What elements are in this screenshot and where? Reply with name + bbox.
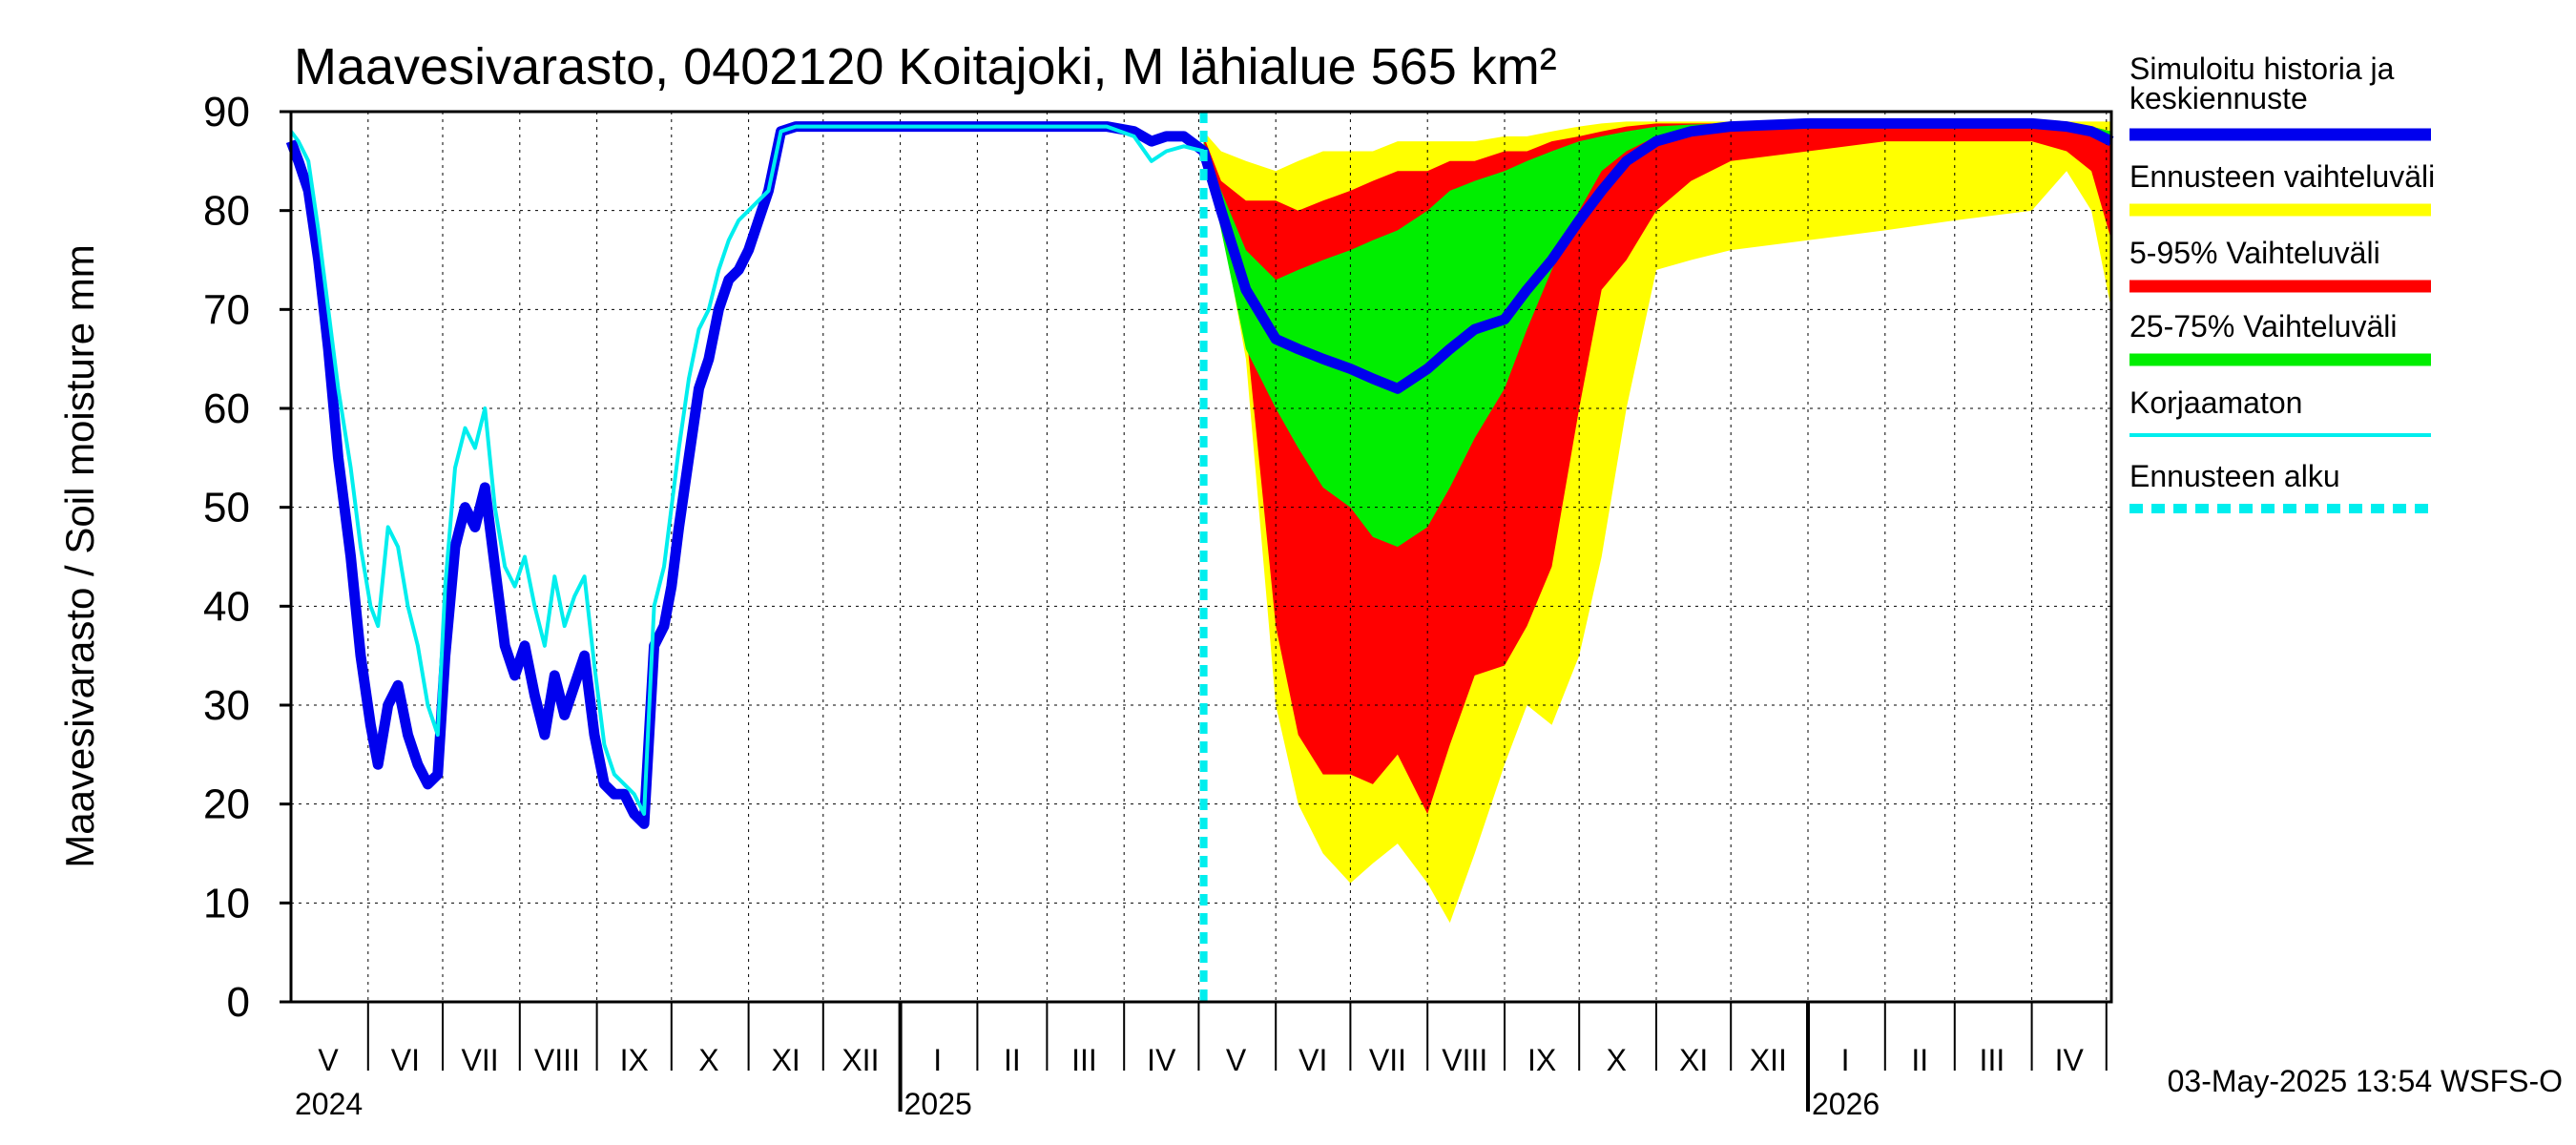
year-label: 2024 xyxy=(295,1087,363,1121)
month-label: VI xyxy=(1298,1043,1327,1077)
y-tick-label: 60 xyxy=(203,385,250,432)
month-label: III xyxy=(1071,1043,1097,1077)
month-label: III xyxy=(1980,1043,2005,1077)
month-label: XI xyxy=(1679,1043,1708,1077)
month-label: IV xyxy=(2055,1043,2085,1077)
month-label: VII xyxy=(462,1043,499,1077)
series-line-1 xyxy=(285,117,2114,829)
x-axis: V VI VII VIII IX X XI XII I II III IV V VI VII VIII IX X X… xyxy=(295,1002,2108,1121)
chart-title: Maavesivarasto, 0402120 Koitajoki, M läh… xyxy=(294,38,1557,95)
month-label: V xyxy=(318,1043,339,1077)
y-tick-label: 70 xyxy=(203,286,250,333)
legend-label: 25-75% Vaihteluväli xyxy=(2129,309,2397,344)
month-label: X xyxy=(1607,1043,1627,1077)
month-label: VII xyxy=(1369,1043,1406,1077)
data-lines xyxy=(285,112,2114,1002)
y-tick-label: 40 xyxy=(203,583,250,630)
timestamp-label: 03-May-2025 13:54 WSFS-O xyxy=(2168,1064,2563,1098)
month-label: XII xyxy=(841,1043,879,1077)
y-axis-label: Maavesivarasto / Soil moisture mm xyxy=(57,244,102,868)
y-axis: 0 10 20 30 40 50 60 70 80 90 xyxy=(203,89,291,1026)
y-tick-label: 20 xyxy=(203,781,250,828)
month-label: VIII xyxy=(534,1043,580,1077)
month-label: X xyxy=(698,1043,718,1077)
series-line-2 xyxy=(289,124,1205,816)
year-label: 2025 xyxy=(904,1087,972,1121)
month-label: II xyxy=(1004,1043,1021,1077)
month-label: IV xyxy=(1147,1043,1176,1077)
y-tick-label: 10 xyxy=(203,880,250,926)
month-label: V xyxy=(1226,1043,1247,1077)
month-label: I xyxy=(1841,1043,1850,1077)
month-label: VIII xyxy=(1442,1043,1487,1077)
year-label: 2026 xyxy=(1812,1087,1880,1121)
y-tick-label: 30 xyxy=(203,682,250,729)
month-label: VI xyxy=(391,1043,420,1077)
y-tick-label: 90 xyxy=(203,89,250,135)
legend-label: Ennusteen alku xyxy=(2129,459,2340,493)
y-tick-label: 50 xyxy=(203,485,250,531)
forecast-bands xyxy=(1203,121,2111,924)
plot-area xyxy=(285,110,2114,1004)
y-tick-label: 0 xyxy=(227,979,250,1026)
plot-frame xyxy=(289,110,2113,1004)
band-3 xyxy=(1203,123,2111,548)
legend-label: 5-95% Vaihteluväli xyxy=(2129,236,2380,270)
legend: Simuloitu historia ja keskiennuste Ennuste… xyxy=(2129,52,2435,513)
y-tick-label: 80 xyxy=(203,188,250,235)
legend-label: Korjaamaton xyxy=(2129,385,2302,420)
month-label: I xyxy=(933,1043,942,1077)
legend-label: Ennusteen vaihteluväli xyxy=(2129,159,2435,194)
month-label: II xyxy=(1911,1043,1928,1077)
month-label: XII xyxy=(1750,1043,1787,1077)
legend-label: Simuloitu historia ja keskiennuste xyxy=(2129,52,2395,115)
month-label: IX xyxy=(1527,1043,1556,1077)
month-label: IX xyxy=(620,1043,649,1077)
month-label: XI xyxy=(772,1043,800,1077)
